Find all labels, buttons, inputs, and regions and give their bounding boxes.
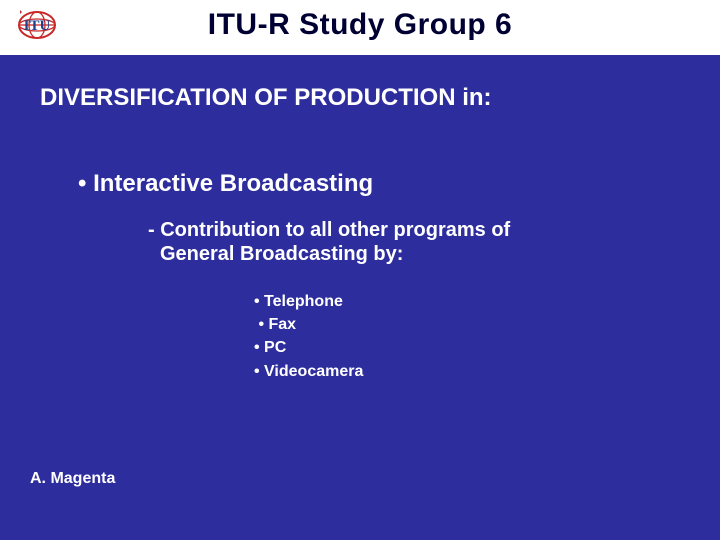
author-footer: A. Magenta — [30, 470, 115, 488]
list-item: • Fax — [254, 313, 363, 336]
slide-title: ITU-R Study Group 6 — [0, 8, 720, 42]
bullet-level3-list: • Telephone • Fax • PC • Videocamera — [254, 290, 363, 383]
slide: ITU ITU-R Study Group 6 23 DIVERSIFICATI… — [0, 0, 720, 540]
subheading: DIVERSIFICATION OF PRODUCTION in: — [40, 84, 492, 112]
list-item: • Videocamera — [254, 360, 363, 383]
page-number: 23 — [678, 18, 696, 36]
bullet-level2: - Contribution to all other programs of … — [148, 218, 578, 266]
list-item: • PC — [254, 336, 363, 359]
header-bar: ITU ITU-R Study Group 6 — [0, 0, 720, 55]
bullet-level1: • Interactive Broadcasting — [78, 170, 373, 198]
list-item: • Telephone — [254, 290, 363, 313]
